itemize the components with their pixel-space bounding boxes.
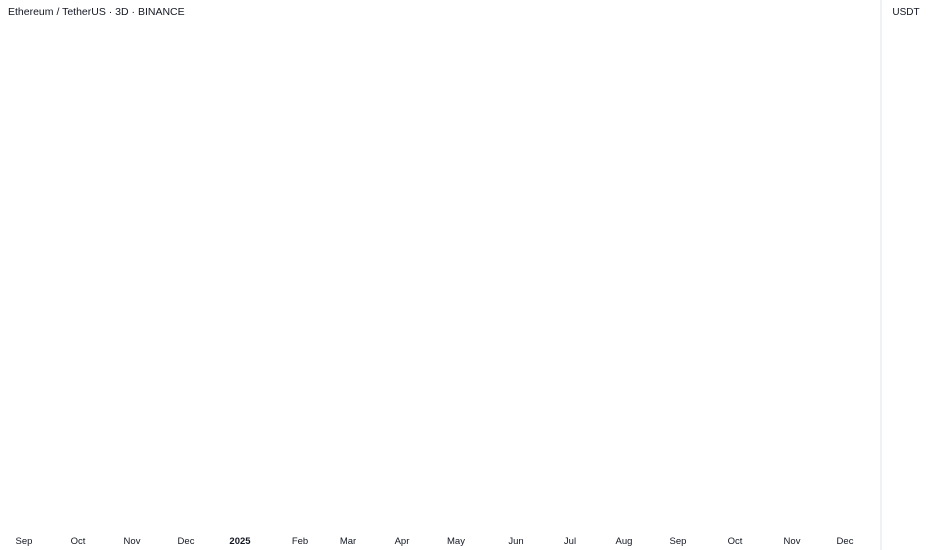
time-tick-label: Dec (178, 536, 195, 547)
time-tick-label: Sep (16, 536, 33, 547)
time-tick-label: Mar (340, 536, 356, 547)
price-axis[interactable]: USDT5,200.004,800.004,400.004,000.003,60… (880, 0, 932, 550)
time-tick-label: Jul (564, 536, 576, 547)
time-tick-label: 2025 (229, 536, 251, 547)
time-tick-label: Sep (670, 536, 687, 547)
time-tick-label: Nov (784, 536, 801, 547)
time-tick-label: May (447, 536, 465, 547)
price-axis-currency: USDT (892, 7, 919, 18)
time-tick-label: Oct (71, 536, 86, 547)
time-tick-label: Apr (395, 536, 410, 547)
time-tick-label: Oct (728, 536, 743, 547)
time-tick-label: Jun (508, 536, 523, 547)
time-tick-label: Dec (837, 536, 854, 547)
time-axis[interactable]: Sep Oct Nov Dec 2025 Feb Mar Apr May Jun Jul Aug Sep… (16, 536, 854, 547)
time-tick-label: Aug (616, 536, 633, 547)
chart-title: Ethereum / TetherUS · 3D · BINANCE (8, 6, 185, 18)
time-tick-label: Nov (124, 536, 141, 547)
time-tick-label: Feb (292, 536, 308, 547)
